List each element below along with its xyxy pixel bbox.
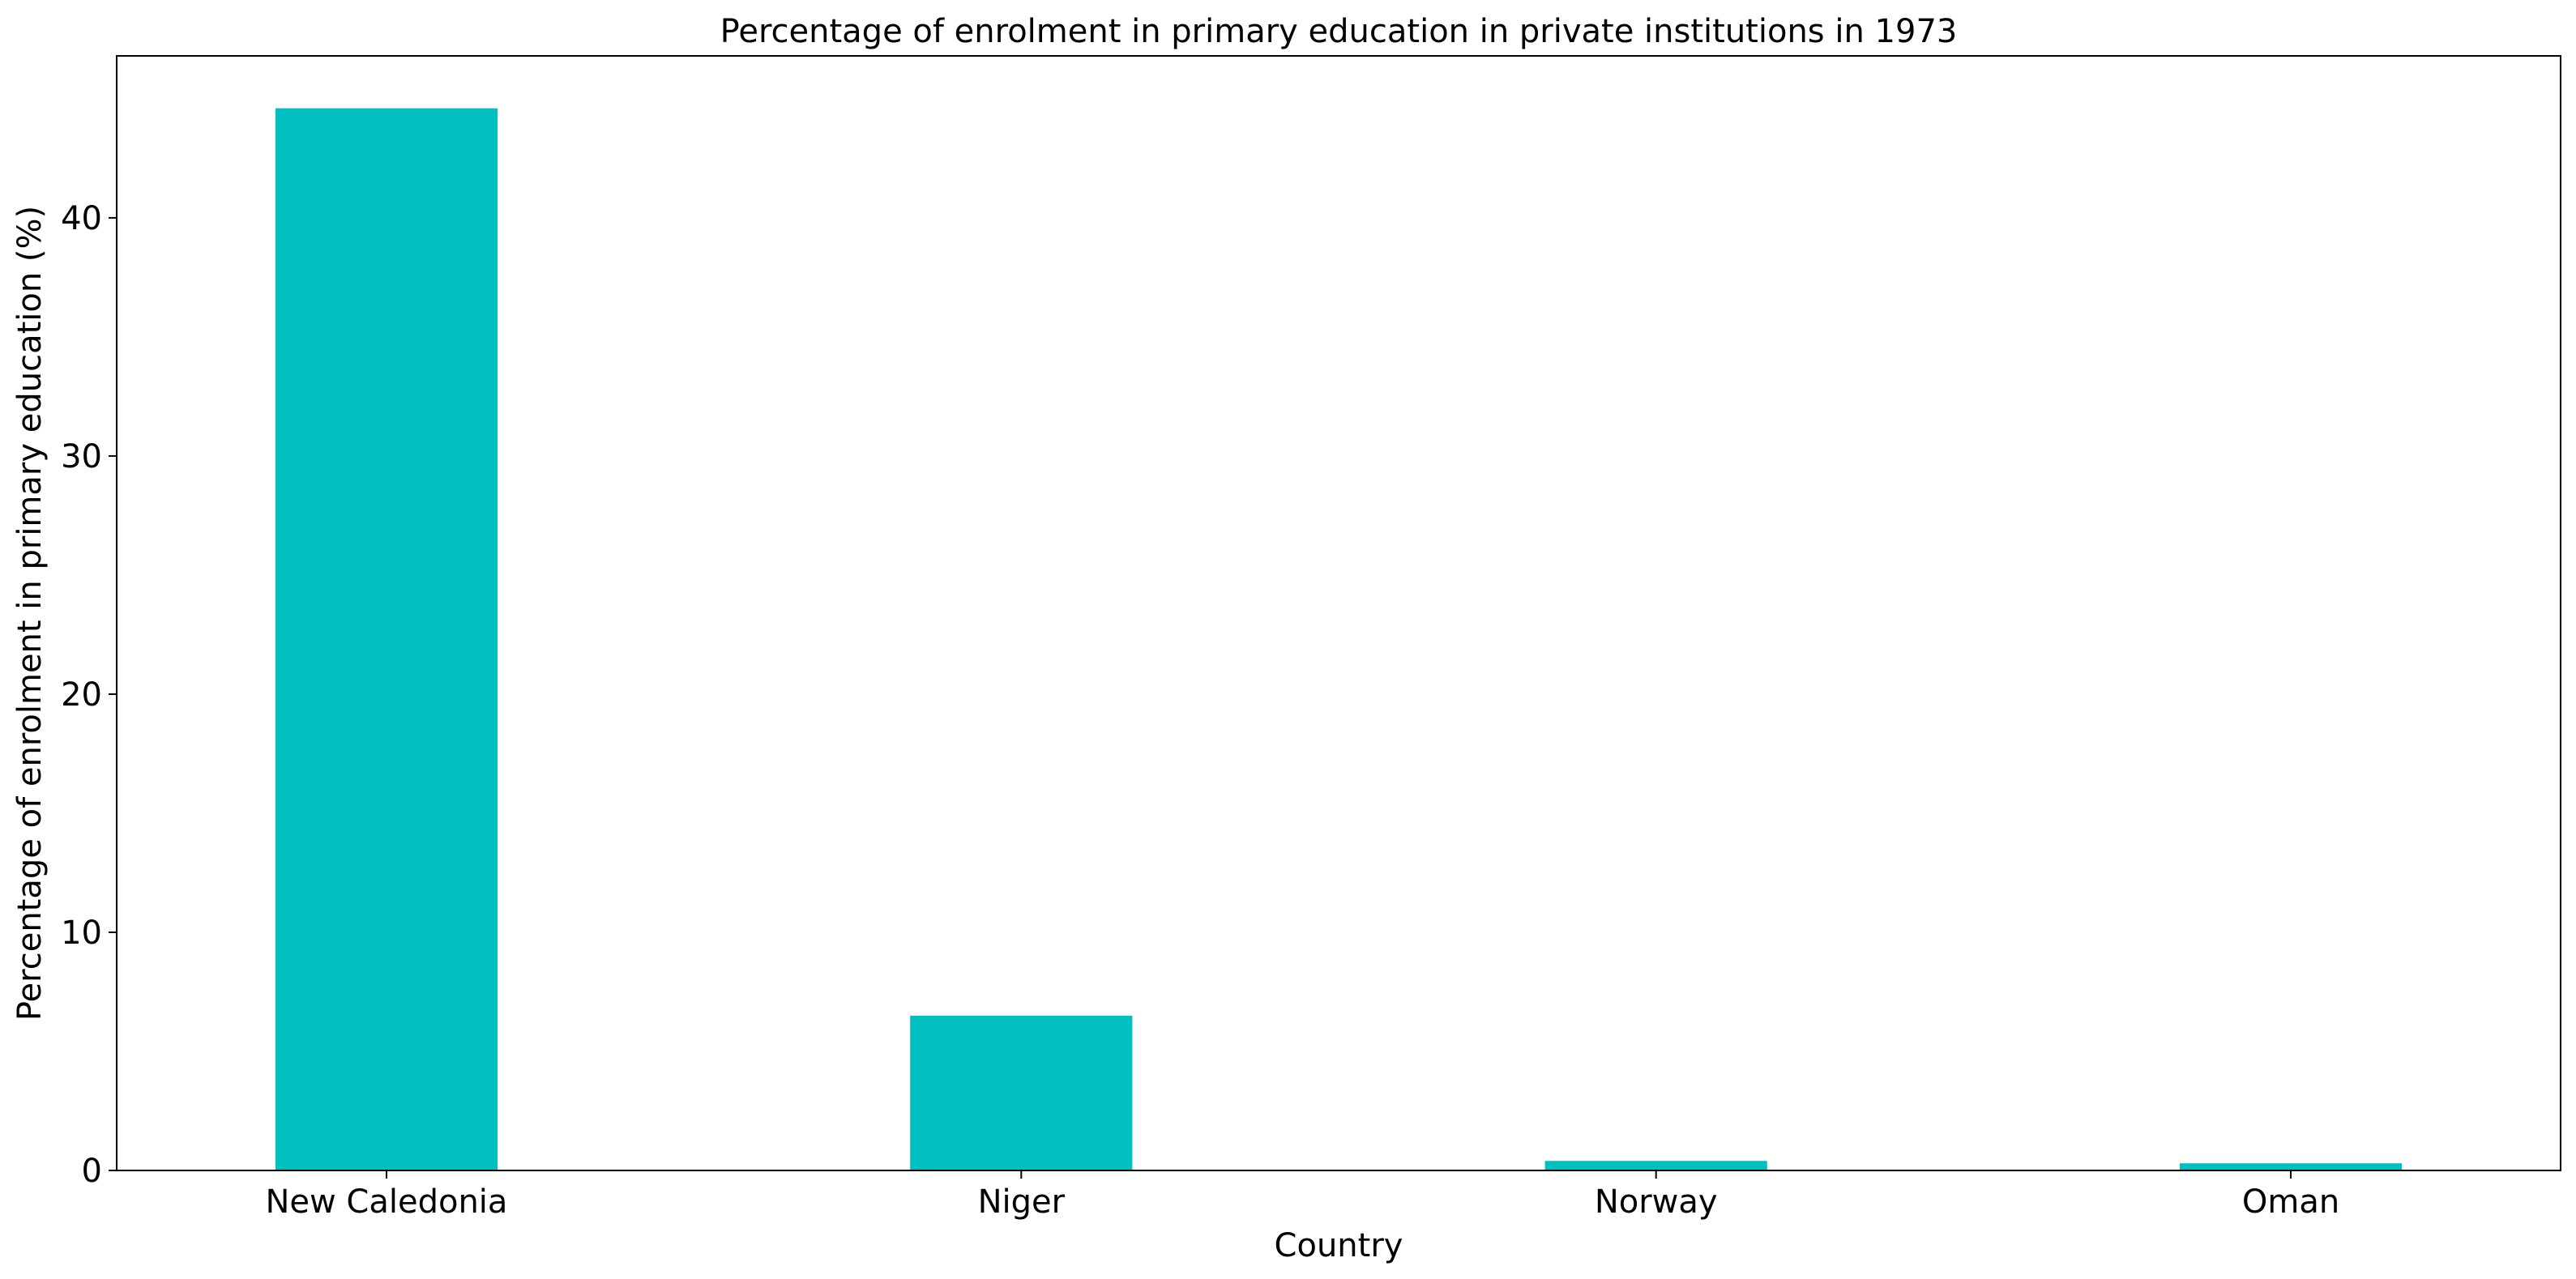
x-axis-label: Country xyxy=(1275,1227,1403,1264)
plot-frame xyxy=(116,55,2561,1171)
y-tick-label: 30 xyxy=(61,438,102,475)
bar-niger xyxy=(910,1015,1133,1170)
x-tick-label: New Caledonia xyxy=(265,1183,507,1221)
y-axis-ticks: 0 10 20 30 40 xyxy=(61,200,117,1190)
y-tick-label: 0 xyxy=(82,1153,102,1190)
bar-new-caledonia xyxy=(275,108,498,1171)
y-tick-label: 10 xyxy=(61,914,102,952)
bar-norway xyxy=(1544,1161,1767,1170)
bar-oman xyxy=(2179,1163,2403,1170)
y-tick-label: 20 xyxy=(61,676,102,714)
chart-title: Percentage of enrolment in primary educa… xyxy=(720,13,1958,50)
x-axis-ticks: New Caledonia Niger Norway Oman xyxy=(265,1170,2339,1221)
x-tick-label: Oman xyxy=(2242,1183,2339,1221)
x-tick-label: Norway xyxy=(1595,1183,1718,1221)
y-axis-label: Percentage of enrolment in primary educa… xyxy=(11,206,49,1021)
bars-group xyxy=(275,108,2403,1171)
y-tick-label: 40 xyxy=(61,200,102,237)
x-tick-label: Niger xyxy=(978,1183,1066,1221)
